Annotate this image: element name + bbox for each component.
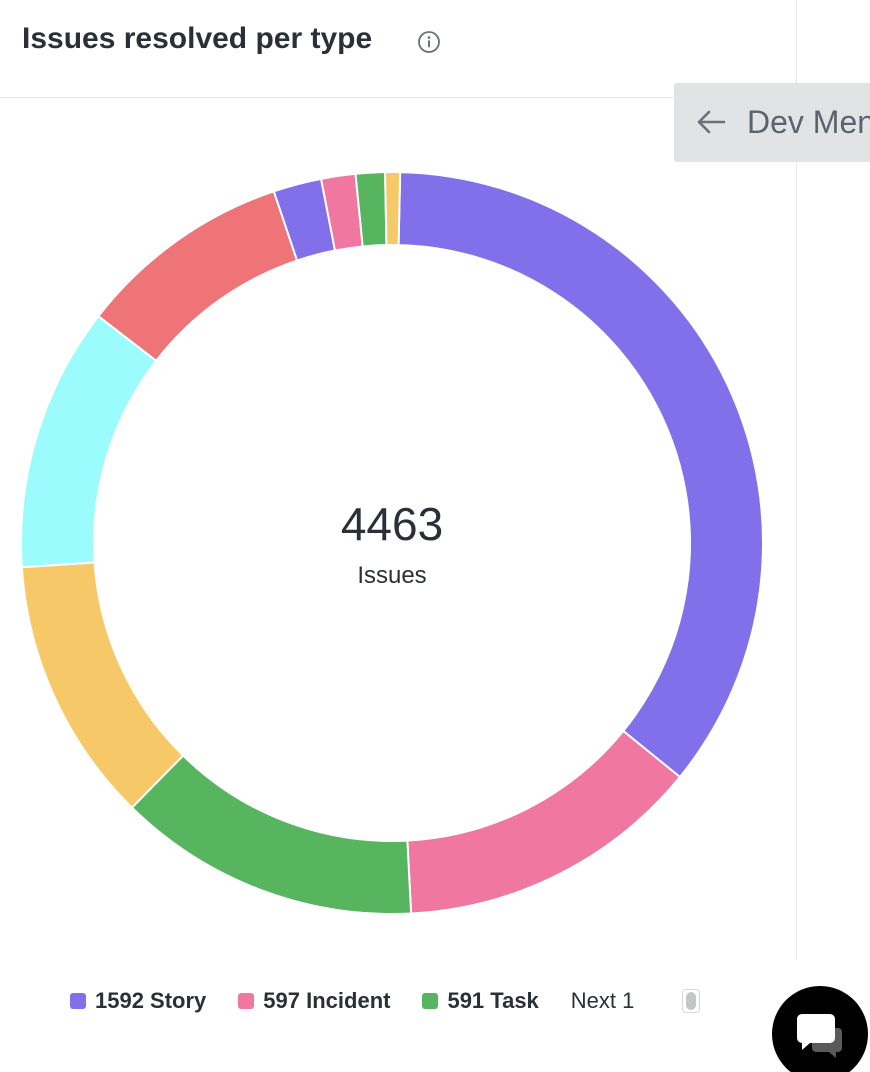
card-header: Issues resolved per type [0,0,796,98]
chat-button[interactable] [772,986,868,1072]
donut-slice-6[interactable] [97,190,299,363]
legend-scroll-thumb[interactable] [686,992,697,1010]
legend-item[interactable]: 1592 Story [70,988,206,1014]
legend-item[interactable]: 597 Incident [238,988,390,1014]
donut-slice-4[interactable] [20,561,185,810]
legend-label: 591 Task [447,988,539,1013]
legend-swatch [422,993,439,1009]
info-icon[interactable] [417,30,441,54]
legend-label: 597 Incident [263,988,391,1013]
legend-item[interactable]: 591 Task [422,988,539,1014]
donut-chart [20,171,764,915]
donut-slice-story[interactable] [397,171,764,779]
center-label: Issues [357,562,427,589]
center-total: 4463 [340,498,444,550]
donut-slice-incident[interactable] [406,729,682,915]
chat-icon [797,1014,842,1058]
legend-swatch [70,993,86,1009]
dev-menu-label: Dev Menu [747,104,870,140]
dev-menu-button[interactable]: Dev Menu [674,83,870,162]
legend-scrollbar[interactable] [682,989,701,1013]
donut-slice-5[interactable] [20,314,158,569]
donut-slice-10[interactable] [384,171,402,247]
legend-next-button[interactable]: Next 1 [570,988,635,1013]
chart-legend: 1592 Story 597 Incident 591 Task Next 1 [70,984,701,1018]
page-title: Issues resolved per type [22,22,373,55]
arrow-left-icon [697,110,726,134]
panel-divider [796,0,797,960]
donut-slice-task[interactable] [130,754,413,915]
legend-label: 1592 Story [95,988,207,1013]
legend-swatch [238,993,255,1009]
